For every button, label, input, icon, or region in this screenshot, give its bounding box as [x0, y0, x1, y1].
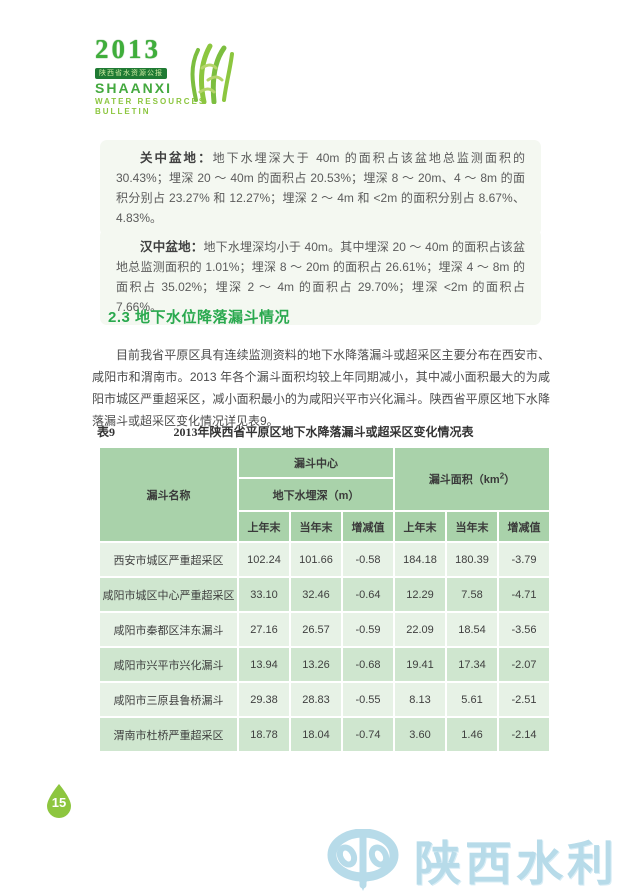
cell-value: -2.14: [499, 718, 549, 751]
cell-value: -0.74: [343, 718, 393, 751]
cell-value: 13.94: [239, 648, 289, 681]
cell-value: 18.78: [239, 718, 289, 751]
cell-value: 18.04: [291, 718, 341, 751]
cell-value: -0.59: [343, 613, 393, 646]
table-row: 渭南市杜桥严重超采区 18.78 18.04 -0.74 3.60 1.46 -…: [100, 718, 549, 751]
cell-value: 33.10: [239, 578, 289, 611]
logo-banner: 陕西省水资源公报: [95, 68, 167, 79]
summary-box-guanzhong-body: 地下水埋深大于 40m 的面积占该盆地总监测面积的 30.43%；埋深 20 ～…: [116, 151, 525, 225]
col-group-groundwater-depth: 地下水埋深（m）: [239, 479, 393, 510]
watermark: 陕西水利: [326, 828, 618, 894]
table-row: 咸阳市秦都区沣东漏斗 27.16 26.57 -0.59 22.09 18.54…: [100, 613, 549, 646]
grass-plant-icon: [188, 42, 236, 109]
logo-year: 2013: [95, 34, 161, 64]
page-number: 15: [51, 795, 67, 810]
area-group-prefix: 漏斗面积（km: [428, 474, 500, 486]
row-name: 咸阳市城区中心严重超采区: [100, 578, 237, 611]
cell-value: 184.18: [395, 543, 445, 576]
summary-box-hanzhong: 汉中盆地：地下水埋深均小于 40m。其中埋深 20 ～ 40m 的面积占该盆地总…: [100, 229, 541, 325]
col-header-cur-year-area: 当年末: [447, 512, 497, 541]
cell-value: -0.64: [343, 578, 393, 611]
cell-value: 7.58: [447, 578, 497, 611]
table-row: 西安市城区严重超采区 102.24 101.66 -0.58 184.18 18…: [100, 543, 549, 576]
col-header-prev-year-area: 上年末: [395, 512, 445, 541]
cell-value: 5.61: [447, 683, 497, 716]
table-label: 表9: [97, 425, 116, 439]
bulletin-logo: 2013 陕西省水资源公报 SHAANXI WATER RESOURCES BU…: [95, 34, 234, 117]
row-name: 西安市城区严重超采区: [100, 543, 237, 576]
col-group-funnel-center: 漏斗中心: [239, 448, 393, 477]
logo-shaanxi: SHAANXI: [95, 80, 173, 96]
table-row: 咸阳市兴平市兴化漏斗 13.94 13.26 -0.68 19.41 17.34…: [100, 648, 549, 681]
funnel-change-table: 漏斗名称 漏斗中心 漏斗面积（km2） 地下水埋深（m） 上年末 当年末 增减值…: [98, 446, 551, 753]
summary-box-guanzhong: 关中盆地：地下水埋深大于 40m 的面积占该盆地总监测面积的 30.43%；埋深…: [100, 140, 541, 236]
cell-value: 3.60: [395, 718, 445, 751]
col-header-funnel-name: 漏斗名称: [100, 448, 237, 541]
cell-value: 27.16: [239, 613, 289, 646]
row-name: 咸阳市秦都区沣东漏斗: [100, 613, 237, 646]
logo-subtitle-1: WATER RESOURCES: [95, 97, 207, 106]
row-name: 咸阳市兴平市兴化漏斗: [100, 648, 237, 681]
cell-value: 18.54: [447, 613, 497, 646]
page-number-droplet: 15: [44, 783, 74, 820]
cell-value: -0.55: [343, 683, 393, 716]
table-row: 咸阳市三原县鲁桥漏斗 29.38 28.83 -0.55 8.13 5.61 -…: [100, 683, 549, 716]
cell-value: 22.09: [395, 613, 445, 646]
cell-value: 32.46: [291, 578, 341, 611]
cell-value: -3.56: [499, 613, 549, 646]
water-droplet-icon: [47, 784, 71, 818]
row-name: 咸阳市三原县鲁桥漏斗: [100, 683, 237, 716]
summary-box-hanzhong-text: 汉中盆地：地下水埋深均小于 40m。其中埋深 20 ～ 40m 的面积占该盆地总…: [116, 237, 525, 317]
summary-box-hanzhong-title: 汉中盆地：: [140, 240, 204, 254]
cell-value: 12.29: [395, 578, 445, 611]
cell-value: -2.51: [499, 683, 549, 716]
area-group-suffix: ）: [504, 474, 516, 486]
cell-value: 19.41: [395, 648, 445, 681]
section-heading: 2.3 地下水位降落漏斗情况: [108, 309, 291, 326]
cell-value: 26.57: [291, 613, 341, 646]
col-header-prev-year-depth: 上年末: [239, 512, 289, 541]
cell-value: -3.79: [499, 543, 549, 576]
row-name: 渭南市杜桥严重超采区: [100, 718, 237, 751]
cell-value: -0.68: [343, 648, 393, 681]
summary-box-hanzhong-body: 地下水埋深均小于 40m。其中埋深 20 ～ 40m 的面积占该盆地总监测面积的…: [116, 240, 525, 314]
logo-subtitle-2: BULLETIN: [95, 107, 151, 116]
cell-value: 29.38: [239, 683, 289, 716]
water-ministry-logo-icon: [326, 828, 400, 894]
col-header-cur-year-depth: 当年末: [291, 512, 341, 541]
cell-value: 13.26: [291, 648, 341, 681]
col-header-change-area: 增减值: [499, 512, 549, 541]
col-header-change-depth: 增减值: [343, 512, 393, 541]
cell-value: 101.66: [291, 543, 341, 576]
cell-value: 17.34: [447, 648, 497, 681]
col-group-funnel-area: 漏斗面积（km2）: [395, 448, 549, 510]
summary-box-guanzhong-title: 关中盆地：: [140, 151, 213, 165]
body-paragraph: 目前我省平原区具有连续监测资料的地下水降落漏斗或超采区主要分布在西安市、咸阳市和…: [92, 348, 550, 428]
table-title: 2013年陕西省平原区地下水降落漏斗或超采区变化情况表: [173, 425, 474, 439]
watermark-text: 陕西水利: [414, 836, 618, 890]
cell-value: 180.39: [447, 543, 497, 576]
cell-value: 1.46: [447, 718, 497, 751]
cell-value: 8.13: [395, 683, 445, 716]
table-row: 咸阳市城区中心严重超采区 33.10 32.46 -0.64 12.29 7.5…: [100, 578, 549, 611]
cell-value: -2.07: [499, 648, 549, 681]
cell-value: -4.71: [499, 578, 549, 611]
summary-box-guanzhong-text: 关中盆地：地下水埋深大于 40m 的面积占该盆地总监测面积的 30.43%；埋深…: [116, 148, 525, 228]
cell-value: 28.83: [291, 683, 341, 716]
area-group-sup: 2: [499, 471, 505, 481]
table-caption: 表9 2013年陕西省平原区地下水降落漏斗或超采区变化情况表: [97, 423, 550, 440]
cell-value: 102.24: [239, 543, 289, 576]
cell-value: -0.58: [343, 543, 393, 576]
